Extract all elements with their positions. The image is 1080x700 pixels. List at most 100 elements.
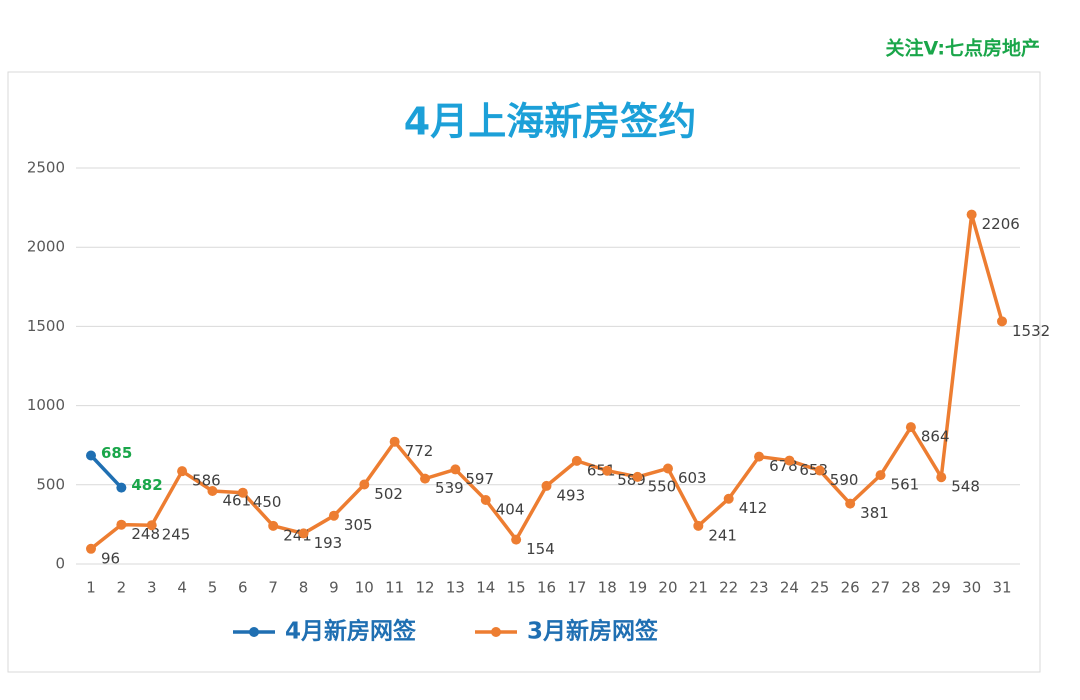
x-tick-label: 5 xyxy=(208,579,218,597)
marker xyxy=(237,487,248,498)
chart-title: 4月上海新房签约 xyxy=(404,100,696,144)
data-label: 561 xyxy=(891,476,920,494)
x-tick-label: 23 xyxy=(750,579,769,597)
data-label: 193 xyxy=(314,534,343,552)
x-tick-label: 30 xyxy=(962,579,981,597)
marker xyxy=(966,209,977,220)
marker xyxy=(116,519,127,530)
x-tick-label: 28 xyxy=(901,579,920,597)
y-tick-label: 1000 xyxy=(27,396,65,414)
data-label: 586 xyxy=(192,472,221,490)
marker xyxy=(875,470,886,481)
data-label: 590 xyxy=(830,471,859,489)
y-tick-label: 2000 xyxy=(27,238,65,256)
marker xyxy=(116,482,127,493)
x-tick-label: 4 xyxy=(177,579,187,597)
marker xyxy=(784,455,795,466)
marker xyxy=(602,465,613,476)
marker xyxy=(86,543,96,554)
annotation: 关注V:七点房地产 xyxy=(886,37,1040,60)
data-label: 412 xyxy=(739,499,768,517)
data-label: 305 xyxy=(344,516,373,534)
marker xyxy=(480,495,491,506)
y-tick-label: 0 xyxy=(55,555,65,573)
x-tick-label: 31 xyxy=(992,579,1011,597)
x-tick-label: 16 xyxy=(537,579,556,597)
marker xyxy=(359,479,370,490)
data-label: 772 xyxy=(405,442,434,460)
marker xyxy=(177,466,188,477)
marker xyxy=(450,464,461,475)
x-tick-label: 15 xyxy=(507,579,526,597)
x-tick-label: 3 xyxy=(147,579,157,597)
x-tick-label: 20 xyxy=(658,579,677,597)
data-label: 404 xyxy=(496,501,525,519)
marker xyxy=(298,528,309,539)
x-tick-label: 10 xyxy=(355,579,374,597)
x-tick-label: 29 xyxy=(932,579,951,597)
data-label: 539 xyxy=(435,479,464,497)
marker xyxy=(845,498,856,509)
data-label: 493 xyxy=(557,486,586,504)
x-tick-label: 8 xyxy=(299,579,309,597)
marker xyxy=(814,465,825,476)
data-label: 381 xyxy=(860,504,889,522)
x-tick-label: 18 xyxy=(598,579,617,597)
legend-label: 4月新房网签 xyxy=(285,618,417,645)
marker xyxy=(86,450,96,461)
marker xyxy=(936,472,947,483)
x-tick-label: 19 xyxy=(628,579,647,597)
marker xyxy=(632,471,643,482)
marker xyxy=(268,520,279,531)
legend-label: 3月新房网签 xyxy=(527,618,659,645)
x-tick-label: 22 xyxy=(719,579,738,597)
x-tick-label: 13 xyxy=(446,579,465,597)
data-label: 245 xyxy=(162,526,191,544)
marker xyxy=(511,534,522,545)
marker xyxy=(571,455,582,466)
x-tick-label: 14 xyxy=(476,579,495,597)
line xyxy=(89,454,123,489)
y-tick-label: 2500 xyxy=(27,159,65,177)
data-label: 96 xyxy=(101,549,120,567)
marker xyxy=(146,520,157,531)
data-label: 548 xyxy=(951,478,980,496)
data-label: 550 xyxy=(648,477,677,495)
x-tick-label: 1 xyxy=(86,579,96,597)
marker xyxy=(723,493,734,504)
x-tick-label: 24 xyxy=(780,579,799,597)
x-tick-label: 21 xyxy=(689,579,708,597)
data-label: 482 xyxy=(131,476,162,494)
x-tick-label: 25 xyxy=(810,579,829,597)
x-tick-label: 17 xyxy=(567,579,586,597)
data-label: 597 xyxy=(465,470,494,488)
x-tick-label: 7 xyxy=(268,579,278,597)
data-label: 864 xyxy=(921,428,950,446)
data-label: 2206 xyxy=(982,215,1020,233)
marker xyxy=(754,451,765,462)
y-tick-label: 1500 xyxy=(27,317,65,335)
chart-frame xyxy=(7,71,1041,673)
data-label: 450 xyxy=(253,493,282,511)
y-tick-label: 500 xyxy=(36,475,65,493)
marker xyxy=(420,473,431,484)
marker xyxy=(662,463,673,474)
marker xyxy=(541,480,552,491)
x-tick-label: 27 xyxy=(871,579,890,597)
x-tick-label: 2 xyxy=(117,579,127,597)
marker xyxy=(328,510,339,521)
marker xyxy=(389,436,400,447)
data-label: 1532 xyxy=(1012,322,1050,340)
data-label: 685 xyxy=(101,444,132,462)
data-label: 241 xyxy=(708,526,737,544)
x-tick-label: 12 xyxy=(415,579,434,597)
x-tick-label: 6 xyxy=(238,579,248,597)
x-tick-label: 9 xyxy=(329,579,339,597)
legend-marker xyxy=(249,627,259,637)
marker xyxy=(997,316,1007,327)
marker xyxy=(905,422,916,433)
marker xyxy=(693,520,704,531)
legend-marker xyxy=(491,627,501,637)
data-label: 154 xyxy=(526,540,555,558)
